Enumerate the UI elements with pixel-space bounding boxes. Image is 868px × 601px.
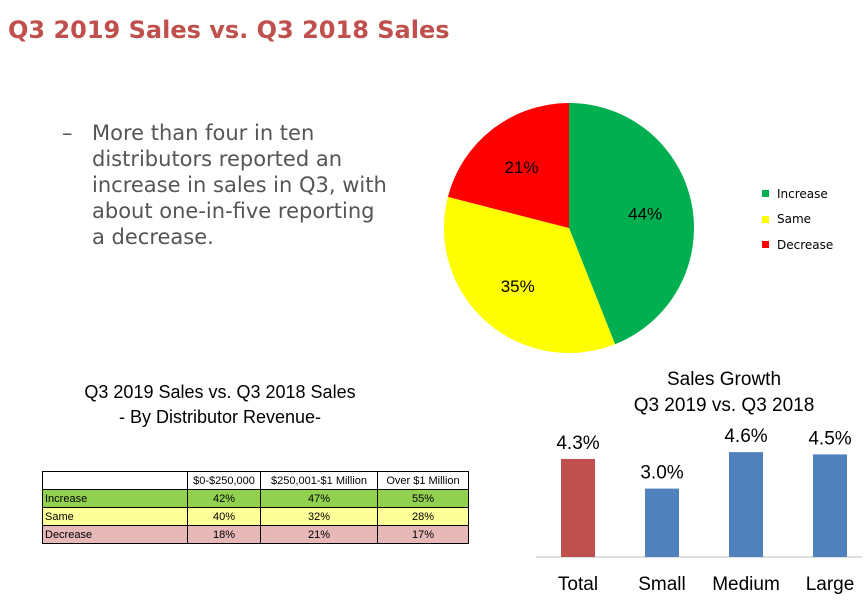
pie-data-label: 21% (504, 158, 538, 177)
category-label: Medium (712, 574, 780, 595)
bar-total (561, 458, 595, 557)
bar-chart-title-line1: Sales Growth (667, 369, 781, 390)
legend-item-increase: Increase (762, 181, 833, 207)
bar-data-label: 4.5% (808, 428, 851, 449)
pie-data-label: 44% (628, 204, 662, 223)
header-cell (42, 471, 188, 490)
legend-item-same: Same (762, 207, 833, 233)
bar-small (645, 488, 679, 557)
sales-pie-chart: 44% 35% 21% (444, 103, 694, 353)
bar-data-label: 4.6% (724, 426, 767, 447)
header-cell: $250,001-$1 Million (260, 471, 378, 490)
pie-slice-same (444, 196, 616, 353)
category-label: Total (558, 574, 598, 595)
table-cell: 42% (187, 489, 261, 508)
bar-chart-title-line2: Q3 2019 vs. Q3 2018 (634, 395, 815, 416)
bullet-text: More than four in ten distributors repor… (92, 121, 387, 249)
legend-swatch (762, 241, 769, 249)
category-label: Large (806, 574, 855, 595)
table-row: Decrease 18% 21% 17% (42, 525, 469, 544)
page-title: Q3 2019 Sales vs. Q3 2018 Sales (8, 16, 450, 44)
pie-legend: Increase Same Decrease (762, 181, 833, 258)
table-cell: 21% (260, 525, 378, 544)
table-header-row: $0-$250,000 $250,001-$1 Million Over $1 … (42, 471, 469, 490)
legend-swatch (762, 190, 769, 198)
table-title-line1: Q3 2019 Sales vs. Q3 2018 Sales (84, 382, 356, 402)
bar-data-label: 3.0% (640, 463, 683, 484)
table-cell: 32% (260, 507, 378, 526)
table-row: Same 40% 32% 28% (42, 507, 469, 526)
bar-medium (729, 452, 763, 557)
table-cell: 55% (377, 489, 469, 508)
legend-label: Same (777, 212, 812, 227)
table-cell: 40% (187, 507, 261, 526)
table-cell: 47% (260, 489, 378, 508)
legend-swatch (762, 215, 769, 223)
pie-data-label: 35% (501, 277, 535, 296)
table-row: Increase 42% 47% 55% (42, 489, 469, 508)
pie-slice-increase (569, 103, 694, 345)
table-title-line2: - By Distributor Revenue- (118, 407, 322, 427)
legend-label: Increase (777, 186, 828, 201)
table-title: Q3 2019 Sales vs. Q3 2018 Sales - By Dis… (40, 380, 400, 430)
row-label: Same (42, 507, 188, 526)
table-cell: 17% (377, 525, 469, 544)
category-label: Small (638, 574, 686, 595)
bar-large (813, 454, 847, 557)
header-cell: Over $1 Million (377, 471, 469, 490)
row-label: Increase (42, 489, 188, 508)
header-cell: $0-$250,000 (187, 471, 261, 490)
table-cell: 18% (187, 525, 261, 544)
legend-item-decrease: Decrease (762, 232, 833, 258)
legend-label: Decrease (777, 237, 834, 252)
bullet-dash: – (62, 121, 73, 145)
table-cell: 28% (377, 507, 469, 526)
pie-slice-decrease (447, 103, 569, 228)
sales-growth-bar-chart: Sales Growth Q3 2019 vs. Q3 2018 4.3% Total… (536, 369, 862, 595)
revenue-table: $0-$250,000 $250,001-$1 Million Over $1 … (42, 471, 469, 544)
bar-data-label: 4.3% (556, 433, 599, 454)
row-label: Decrease (42, 525, 188, 544)
